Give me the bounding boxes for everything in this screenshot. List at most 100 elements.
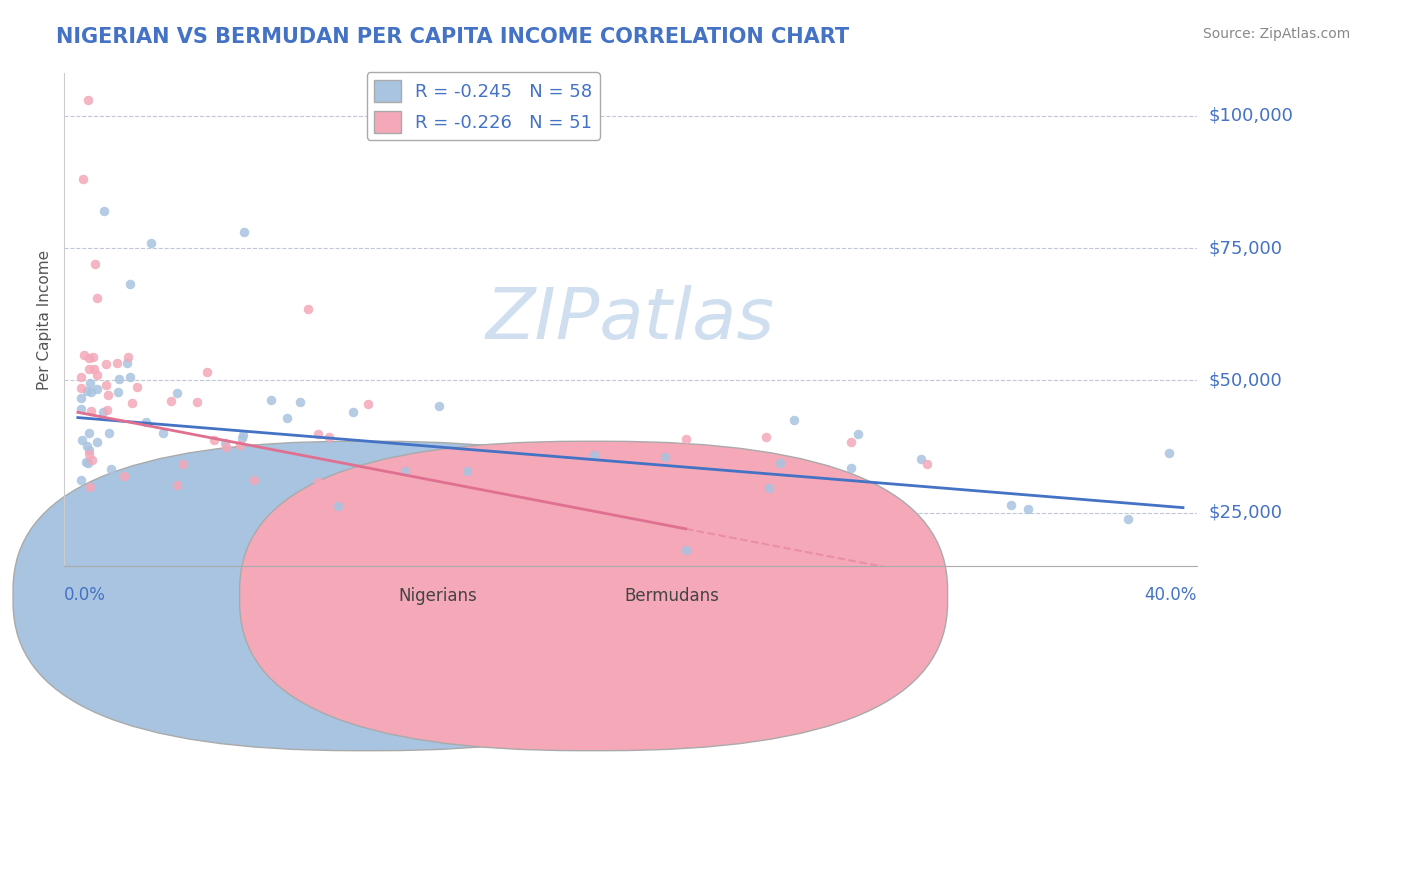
Point — [117, 356, 139, 370]
Point — [75, 454, 97, 468]
Point — [87, 481, 110, 495]
Point — [755, 430, 778, 444]
Point — [84, 257, 107, 271]
Point — [215, 440, 238, 454]
Point — [69, 381, 91, 395]
Point — [848, 426, 870, 441]
Point — [86, 291, 108, 305]
Point — [253, 491, 276, 505]
Point — [297, 302, 319, 317]
Text: $75,000: $75,000 — [1208, 239, 1282, 257]
Point — [77, 361, 100, 376]
Point — [79, 376, 101, 390]
Point — [583, 448, 606, 462]
Point — [112, 469, 135, 483]
Point — [456, 464, 478, 478]
Point — [394, 464, 416, 478]
Point — [82, 350, 104, 364]
Text: 0.0%: 0.0% — [65, 586, 105, 604]
Point — [307, 426, 329, 441]
Point — [1116, 512, 1139, 526]
Point — [427, 400, 450, 414]
Point — [127, 379, 149, 393]
Point — [70, 473, 93, 487]
Point — [166, 385, 188, 400]
Point — [214, 436, 236, 450]
Point — [80, 403, 103, 417]
Point — [675, 432, 697, 446]
Text: $100,000: $100,000 — [1208, 107, 1294, 125]
Text: $50,000: $50,000 — [1208, 371, 1282, 390]
Point — [69, 370, 91, 384]
Point — [675, 543, 697, 558]
Point — [77, 425, 100, 440]
Point — [77, 351, 100, 366]
Point — [172, 458, 194, 472]
FancyBboxPatch shape — [13, 442, 721, 751]
Point — [86, 368, 108, 382]
Point — [318, 430, 340, 444]
Point — [86, 382, 108, 396]
Point — [232, 427, 254, 442]
Point — [117, 467, 139, 482]
Point — [105, 356, 128, 370]
Point — [96, 402, 118, 417]
Point — [681, 471, 703, 485]
Point — [94, 378, 117, 392]
FancyBboxPatch shape — [239, 442, 948, 751]
Text: $25,000: $25,000 — [1208, 504, 1282, 522]
Point — [118, 277, 141, 291]
Point — [1000, 499, 1022, 513]
Point — [86, 434, 108, 449]
Point — [841, 460, 863, 475]
Point — [69, 392, 91, 406]
Text: Bermudans: Bermudans — [624, 588, 720, 606]
Text: ZIPatlas: ZIPatlas — [486, 285, 775, 354]
Y-axis label: Per Capita Income: Per Capita Income — [37, 250, 52, 390]
Point — [177, 461, 200, 475]
Point — [357, 396, 380, 410]
Point — [152, 425, 174, 440]
Point — [139, 235, 162, 250]
Point — [117, 487, 139, 501]
Point — [77, 443, 100, 458]
Point — [242, 473, 264, 487]
Point — [98, 425, 121, 440]
Point — [231, 431, 253, 445]
Point — [260, 393, 283, 408]
Text: Nigerians: Nigerians — [398, 588, 477, 606]
Legend: R = -0.245   N = 58, R = -0.226   N = 51: R = -0.245 N = 58, R = -0.226 N = 51 — [367, 72, 600, 140]
Point — [202, 434, 225, 448]
Point — [186, 395, 208, 409]
Point — [72, 172, 94, 186]
Point — [76, 439, 98, 453]
Point — [841, 434, 863, 449]
Point — [342, 405, 364, 419]
Point — [93, 204, 115, 219]
Point — [195, 365, 218, 379]
Point — [120, 370, 142, 384]
Point — [1017, 501, 1039, 516]
Point — [80, 453, 103, 467]
Point — [915, 457, 938, 471]
Point — [780, 485, 803, 500]
Point — [288, 394, 311, 409]
Point — [76, 384, 98, 398]
Point — [612, 468, 634, 483]
Point — [79, 480, 101, 494]
Point — [769, 456, 792, 470]
Point — [276, 410, 298, 425]
Point — [108, 372, 131, 386]
Point — [758, 481, 780, 495]
Point — [77, 93, 100, 107]
Point — [166, 478, 188, 492]
Point — [121, 395, 143, 409]
Point — [135, 416, 157, 430]
Point — [910, 452, 932, 467]
Point — [70, 433, 93, 447]
Point — [69, 401, 91, 416]
Point — [80, 384, 103, 399]
Point — [79, 448, 101, 462]
Text: NIGERIAN VS BERMUDAN PER CAPITA INCOME CORRELATION CHART: NIGERIAN VS BERMUDAN PER CAPITA INCOME C… — [56, 27, 849, 46]
Point — [326, 499, 349, 513]
